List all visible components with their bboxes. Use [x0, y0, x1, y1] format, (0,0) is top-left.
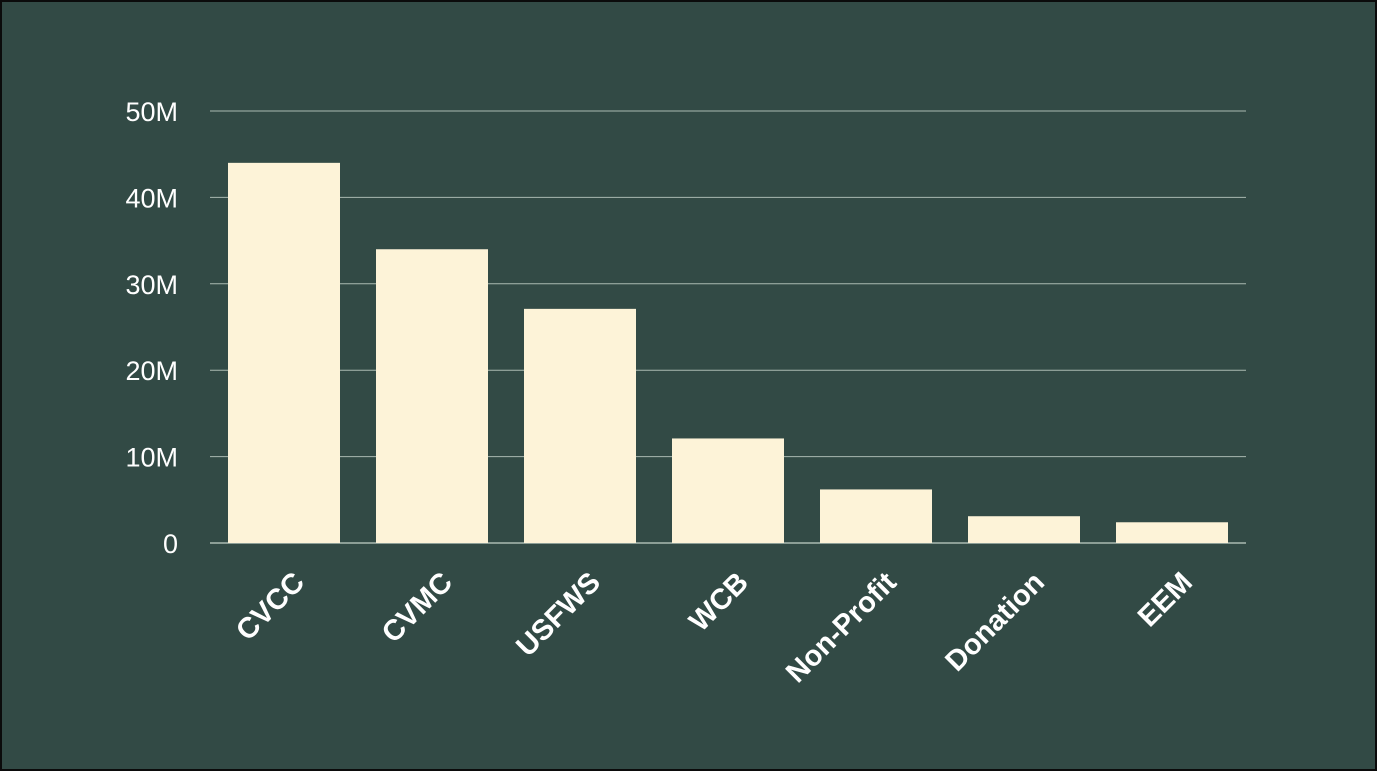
bar: [228, 162, 340, 543]
y-tick-label: 40M: [125, 183, 178, 213]
y-tick-label: 20M: [125, 356, 178, 386]
y-tick-label: 10M: [125, 443, 178, 473]
y-tick-label: 30M: [125, 270, 178, 300]
bar: [524, 308, 636, 543]
bar: [1116, 522, 1228, 543]
y-axis-ticks: 0 10M 20M 30M 40M 50M: [125, 97, 178, 559]
bars: [228, 162, 1228, 544]
y-tick-label: 50M: [125, 97, 178, 127]
bar: [968, 516, 1080, 543]
bar: [376, 249, 488, 544]
bar: [672, 438, 784, 543]
bar: [820, 489, 932, 543]
y-tick-label: 0: [163, 529, 178, 559]
